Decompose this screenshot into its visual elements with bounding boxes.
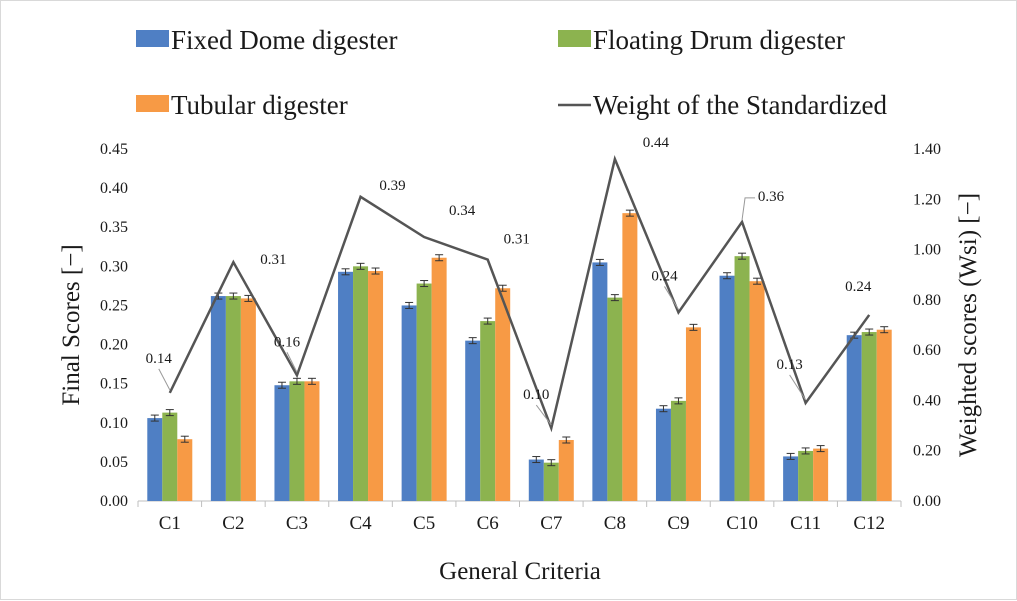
- x-tick-label: C8: [604, 513, 626, 534]
- x-tick-label: C4: [349, 513, 372, 534]
- y-tick-label: 0.10: [100, 415, 128, 432]
- legend-swatch-fixed-dome: [136, 30, 169, 47]
- legend-label-tubular: Tubular digester: [171, 90, 348, 120]
- bar: [813, 448, 829, 501]
- x-tick-label: C6: [477, 513, 499, 534]
- bar: [177, 439, 193, 501]
- line-data-label: 0.10: [523, 387, 549, 403]
- line-data-label: 0.31: [260, 252, 286, 268]
- bar: [783, 456, 799, 501]
- bar: [431, 257, 447, 501]
- line-data-label: 0.24: [845, 279, 872, 295]
- x-axis-title: General Criteria: [439, 558, 601, 585]
- y-tick-label: 0.15: [100, 376, 128, 393]
- bar: [368, 271, 384, 501]
- bar: [147, 418, 163, 501]
- bar: [607, 297, 623, 501]
- bar: [480, 321, 496, 501]
- bar: [876, 329, 892, 501]
- y-tick-label: 0.25: [100, 297, 128, 314]
- x-tick-label: C9: [667, 513, 689, 534]
- y-tick-label: 0.30: [100, 258, 128, 275]
- y-tick-label: 0.05: [100, 454, 128, 471]
- bar: [289, 381, 305, 501]
- y2-axis-title: Weighted scores (Wsi) [−]: [955, 193, 982, 457]
- line-data-label: 0.31: [504, 232, 530, 248]
- line-data-label: 0.14: [146, 351, 173, 367]
- bar: [465, 340, 481, 501]
- line-data-label: 0.36: [758, 189, 785, 205]
- bar: [846, 335, 862, 501]
- data-label-leader: [535, 404, 552, 426]
- bar: [670, 400, 686, 501]
- y2-tick-label: 1.20: [913, 191, 941, 208]
- legend-swatch-tubular: [136, 95, 169, 112]
- legend-swatch-floating-drum: [558, 30, 591, 47]
- x-tick-label: C11: [790, 513, 821, 534]
- y2-tick-label: 0.20: [913, 443, 941, 460]
- bar: [304, 381, 320, 501]
- x-tick-label: C2: [222, 513, 244, 534]
- legend-label-floating-drum: Floating Drum digester: [593, 25, 845, 55]
- bar: [622, 213, 638, 502]
- bar: [592, 262, 608, 501]
- bar: [558, 439, 574, 501]
- x-tick-label: C10: [726, 513, 758, 534]
- line-data-label: 0.34: [449, 203, 476, 219]
- line-data-label: 0.39: [379, 178, 405, 194]
- bar: [416, 283, 432, 501]
- bar: [655, 408, 671, 501]
- y2-tick-label: 1.40: [913, 141, 941, 158]
- bar: [719, 275, 735, 501]
- data-label-leader: [664, 286, 679, 310]
- line-data-label: 0.13: [777, 357, 803, 373]
- bar: [240, 298, 256, 501]
- y2-tick-label: 1.00: [913, 242, 941, 259]
- bar: [162, 412, 178, 501]
- legend-label-weight: Weight of the Standardized: [593, 90, 887, 120]
- bar: [543, 462, 559, 501]
- y2-tick-label: 0.80: [913, 292, 941, 309]
- legend: Fixed Dome digester Floating Drum digest…: [136, 25, 887, 120]
- bar: [225, 296, 241, 501]
- bar: [338, 271, 354, 501]
- line-data-label: 0.16: [274, 334, 301, 350]
- weight-line: [168, 155, 871, 433]
- plot-area: 0.00 0.05 0.10 0.15 0.20 0.25 0.30 0.35 0.40 0.45…: [100, 135, 941, 534]
- y2-tick-label: 0.40: [913, 392, 941, 409]
- bar: [749, 281, 765, 501]
- bar: [274, 385, 290, 501]
- bar: [734, 256, 750, 501]
- data-label-leader: [286, 352, 298, 373]
- x-tick-label: C12: [853, 513, 885, 534]
- bar: [210, 296, 226, 501]
- data-label-leader: [789, 374, 807, 401]
- line-data-label: 0.44: [643, 135, 670, 151]
- bar: [861, 332, 877, 501]
- data-label-leader: [158, 368, 171, 391]
- bar: [798, 450, 814, 501]
- line-data-label: 0.24: [651, 268, 678, 284]
- y2-tick-label: 0.60: [913, 342, 941, 359]
- x-tick-label: C3: [286, 513, 308, 534]
- bar: [401, 305, 417, 501]
- x-tick-label: C7: [540, 513, 562, 534]
- x-tick-label: C5: [413, 513, 435, 534]
- y-tick-label: 0.35: [100, 219, 128, 236]
- y-tick-label: 0.00: [100, 493, 128, 510]
- x-tick-label: C1: [159, 513, 181, 534]
- legend-label-fixed-dome: Fixed Dome digester: [171, 25, 397, 55]
- bar: [528, 459, 544, 501]
- y-tick-label: 0.20: [100, 337, 128, 354]
- y-tick-label: 0.40: [100, 180, 128, 197]
- bar: [495, 288, 511, 501]
- y2-tick-label: 0.00: [913, 493, 941, 510]
- bar: [685, 327, 701, 501]
- y-axis-title: Final Scores [−]: [58, 244, 85, 405]
- bar: [353, 266, 369, 501]
- data-label-leader: [741, 197, 756, 220]
- y-tick-label: 0.45: [100, 141, 128, 158]
